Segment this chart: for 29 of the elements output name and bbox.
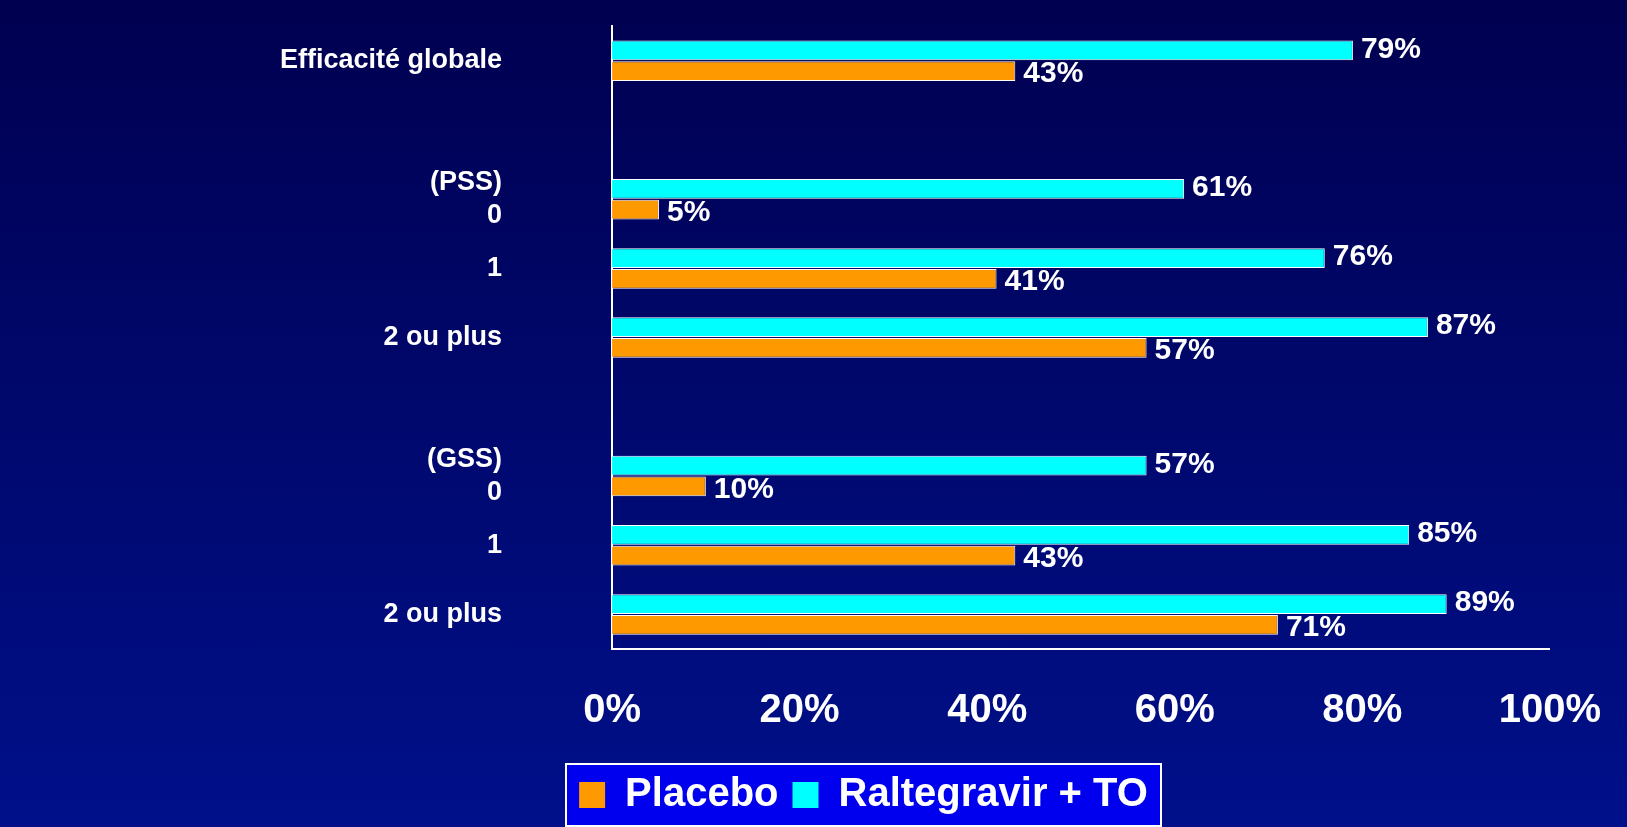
y-tick-label: Efficacité globale [279,44,503,75]
data-label: 43% [1023,539,1084,573]
data-label: 89% [1454,584,1515,618]
data-label: 61% [1192,169,1253,203]
data-label: 57% [1154,332,1215,366]
data-label: 41% [1004,263,1065,297]
data-label: 71% [1285,609,1346,643]
data-label: 43% [1023,55,1084,89]
data-label: 79% [1360,30,1421,64]
data-label: 10% [713,470,774,504]
y-tick-label: (GSS) 0 [427,443,503,506]
x-tick-label: 40% [947,686,1028,731]
y-tick-label: 1 [487,528,503,559]
y-tick-label: (PSS) 0 [430,166,503,229]
data-label: 57% [1154,445,1215,479]
data-label: 85% [1417,515,1478,549]
data-label: 87% [1435,307,1496,341]
data-label: 76% [1332,238,1393,272]
x-tick-label: 100% [1498,686,1601,731]
x-tick-label: 0% [583,686,641,731]
y-tick-label: 2 ou plus [383,597,503,628]
y-tick-label: 1 [487,251,503,282]
legend-label: Raltegravir + TO [838,770,1148,815]
x-tick-label: 20% [759,686,840,731]
data-label: 5% [666,193,711,227]
x-tick-label: 60% [1134,686,1215,731]
y-tick-label: 2 ou plus [383,321,503,352]
x-tick-label: 80% [1322,686,1403,731]
legend-label: Placebo [625,770,779,815]
